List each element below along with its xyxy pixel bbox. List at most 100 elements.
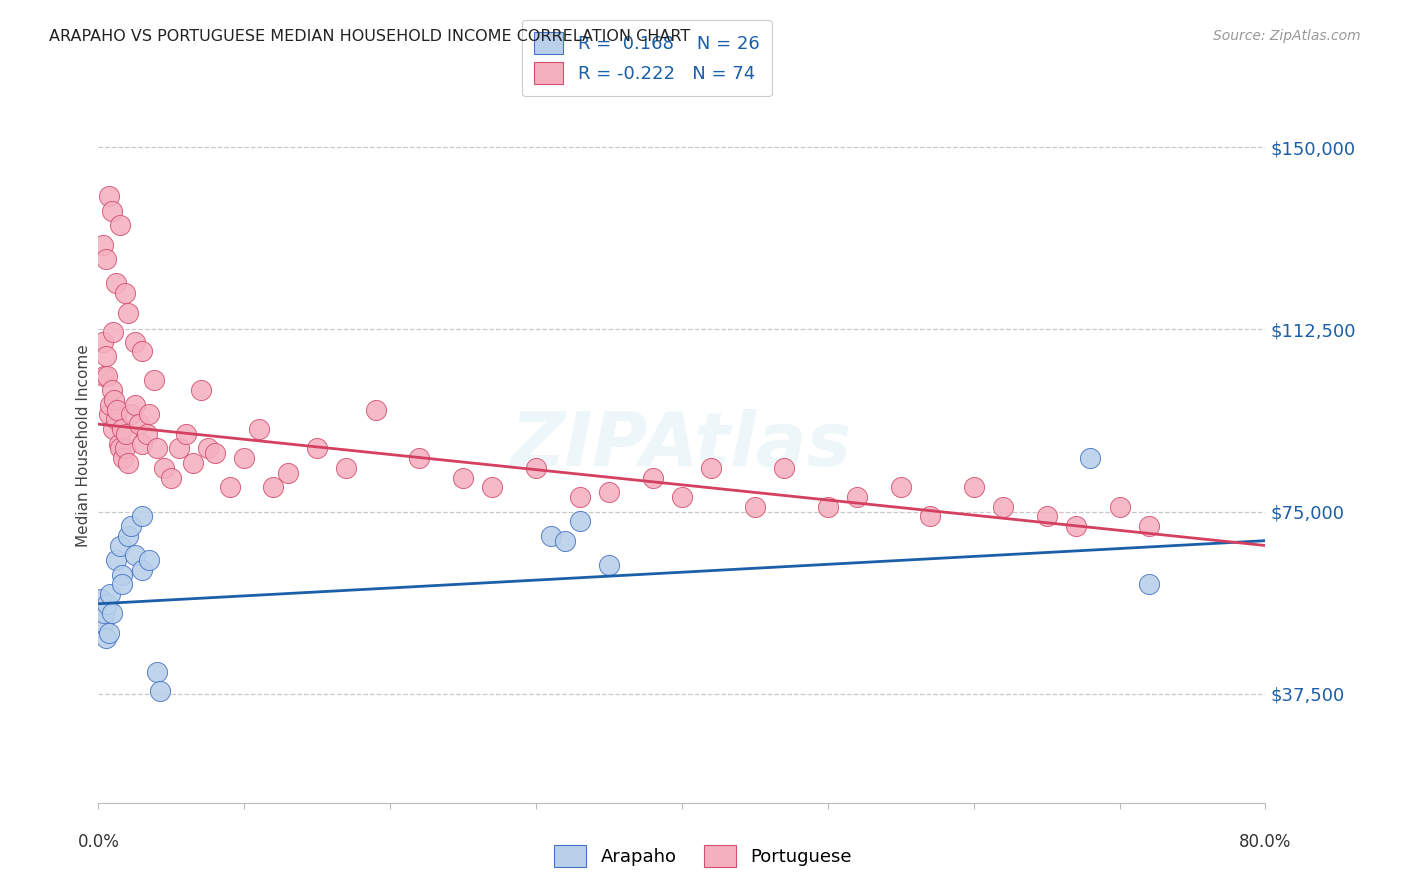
Point <box>1137 577 1160 591</box>
Point <box>90 591 112 606</box>
Point <box>93 607 115 621</box>
Point <box>598 485 620 500</box>
Point <box>451 470 474 484</box>
Point <box>233 451 256 466</box>
Point <box>135 426 157 441</box>
Point <box>131 344 153 359</box>
Point <box>98 398 121 412</box>
Point <box>105 402 128 417</box>
Point <box>568 490 591 504</box>
Point <box>120 519 142 533</box>
Point <box>846 490 869 504</box>
Point <box>131 436 153 450</box>
Point <box>91 616 114 631</box>
Point <box>94 349 117 363</box>
Point <box>641 470 664 484</box>
Point <box>773 460 796 475</box>
Point <box>138 408 160 422</box>
Point <box>1035 509 1057 524</box>
Point <box>115 426 138 441</box>
Point <box>1080 451 1102 466</box>
Point <box>1108 500 1130 514</box>
Point <box>1137 519 1160 533</box>
Point <box>174 426 197 441</box>
Point <box>146 665 169 679</box>
Point <box>128 417 150 432</box>
Point <box>104 553 127 567</box>
Text: ARAPAHO VS PORTUGUESE MEDIAN HOUSEHOLD INCOME CORRELATION CHART: ARAPAHO VS PORTUGUESE MEDIAN HOUSEHOLD I… <box>49 29 690 44</box>
Point <box>124 398 146 412</box>
Point <box>524 460 547 475</box>
Point <box>335 460 357 475</box>
Point <box>100 607 122 621</box>
Point <box>817 500 839 514</box>
Point <box>197 442 219 456</box>
Point <box>114 286 136 301</box>
Point <box>890 480 912 494</box>
Point <box>277 466 299 480</box>
Point <box>364 402 387 417</box>
Point <box>204 446 226 460</box>
Point <box>100 383 122 397</box>
Point <box>97 408 120 422</box>
Point <box>111 567 134 582</box>
Point <box>114 442 136 456</box>
Legend: Arapaho, Portuguese: Arapaho, Portuguese <box>544 836 862 876</box>
Point <box>262 480 284 494</box>
Point <box>98 587 121 601</box>
Point <box>97 626 120 640</box>
Point <box>93 368 115 383</box>
Point <box>1064 519 1087 533</box>
Point <box>744 500 766 514</box>
Point <box>104 277 127 291</box>
Text: 80.0%: 80.0% <box>1239 833 1292 851</box>
Point <box>117 305 139 319</box>
Point <box>218 480 240 494</box>
Point <box>247 422 270 436</box>
Point <box>112 451 135 466</box>
Point <box>146 442 169 456</box>
Point <box>307 442 329 456</box>
Point <box>918 509 941 524</box>
Point <box>100 203 122 218</box>
Point <box>700 460 723 475</box>
Point <box>142 374 165 388</box>
Point <box>149 684 172 698</box>
Point <box>160 470 183 484</box>
Point <box>104 412 127 426</box>
Point <box>91 237 114 252</box>
Text: Source: ZipAtlas.com: Source: ZipAtlas.com <box>1213 29 1361 43</box>
Point <box>117 529 139 543</box>
Point <box>101 422 124 436</box>
Point <box>131 509 153 524</box>
Point <box>540 529 562 543</box>
Point <box>554 533 576 548</box>
Point <box>108 436 131 450</box>
Point <box>110 218 132 232</box>
Point <box>124 334 146 349</box>
Point <box>117 456 139 470</box>
Point <box>991 500 1014 514</box>
Point <box>124 548 146 562</box>
Point <box>91 334 114 349</box>
Y-axis label: Median Household Income: Median Household Income <box>76 344 91 548</box>
Point <box>598 558 620 572</box>
Text: 0.0%: 0.0% <box>77 833 120 851</box>
Point <box>94 631 117 645</box>
Point <box>481 480 503 494</box>
Point <box>120 408 142 422</box>
Point <box>167 442 190 456</box>
Point <box>96 368 118 383</box>
Point <box>671 490 693 504</box>
Point <box>110 442 132 456</box>
Point <box>103 392 125 407</box>
Point <box>110 539 132 553</box>
Legend: R =  0.168    N = 26, R = -0.222   N = 74: R = 0.168 N = 26, R = -0.222 N = 74 <box>522 20 772 96</box>
Point <box>190 383 212 397</box>
Text: ZIPAtlas: ZIPAtlas <box>512 409 852 483</box>
Point <box>96 597 118 611</box>
Point <box>138 553 160 567</box>
Point <box>408 451 430 466</box>
Point <box>101 325 124 339</box>
Point <box>153 460 176 475</box>
